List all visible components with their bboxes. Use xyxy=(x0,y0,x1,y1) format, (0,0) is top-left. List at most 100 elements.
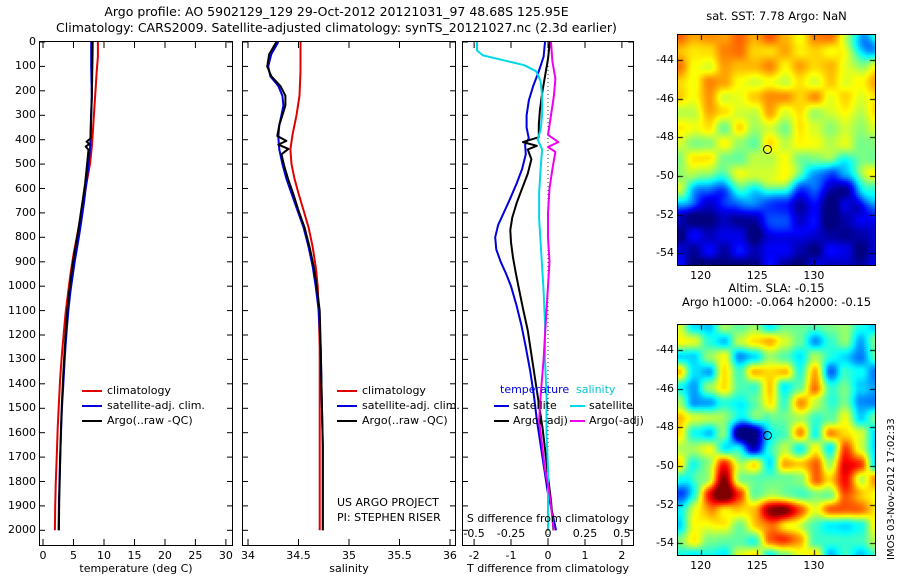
y-tick-label: -50 xyxy=(656,169,674,183)
y-tick-label: -52 xyxy=(656,207,674,221)
x-tick-label: 2 xyxy=(618,549,626,562)
difference-profile-plot xyxy=(462,41,634,546)
legend-item: Argo(-adj) xyxy=(570,413,644,428)
y-tick-label: 1400 xyxy=(8,376,36,390)
y-tick-label: 1700 xyxy=(8,450,36,464)
y-tick-label: -46 xyxy=(656,91,674,105)
x-tick-label: 20 xyxy=(157,549,172,562)
y-tick-label: 1800 xyxy=(8,474,36,488)
temperature-plot-canvas xyxy=(40,42,232,545)
sst-map xyxy=(677,34,876,266)
x-tick-label: 15 xyxy=(127,549,142,562)
y-tick-label: -54 xyxy=(656,246,674,260)
x-tick-label: 0 xyxy=(544,549,552,562)
argo-raw-line-swatch xyxy=(82,419,102,422)
legend-item: climatology xyxy=(337,383,460,398)
x-tick-label: 34 xyxy=(241,549,256,562)
t-satellite-line-swatch xyxy=(494,404,509,407)
salinity-legend: climatology satellite-adj. clim. Argo(..… xyxy=(337,383,460,428)
y-tick-label: -48 xyxy=(656,130,674,144)
x-tick-label: 1 xyxy=(581,549,589,562)
legend-item: satellite xyxy=(494,398,569,413)
legend-item: Argo(-adj) xyxy=(494,413,569,428)
sst-map-title: sat. SST: 7.78 Argo: NaN xyxy=(706,9,847,23)
x-tick-label: 120 xyxy=(690,559,712,572)
sla-map xyxy=(677,324,876,556)
legend-header-salinity: salinity xyxy=(576,383,616,396)
y-tick-label: 1300 xyxy=(8,352,36,366)
y-tick-label: 600 xyxy=(15,181,36,195)
y-tick-label: -52 xyxy=(656,497,674,511)
x-tick-label: 30 xyxy=(218,549,233,562)
y-tick-label: -48 xyxy=(656,420,674,434)
s-satellite-line-swatch xyxy=(570,404,585,407)
y-tick-label: -46 xyxy=(656,381,674,395)
legend-item: climatology xyxy=(82,383,205,398)
legend-item: satellite-adj. clim. xyxy=(82,398,205,413)
y-tick-label: 900 xyxy=(15,254,36,268)
x-tick-label: 125 xyxy=(746,269,768,282)
legend-label: Argo(-adj) xyxy=(513,414,568,427)
s-tick-label: -0.25 xyxy=(496,527,526,540)
x-tick-label: 130 xyxy=(803,269,825,282)
y-tick-label: 700 xyxy=(15,205,36,219)
y-tick-label: -44 xyxy=(656,53,674,67)
satellite-clim-line-swatch xyxy=(82,404,102,407)
climatology-line-swatch xyxy=(82,389,102,392)
legend-label: Argo(-adj) xyxy=(589,414,644,427)
y-tick-label: 1100 xyxy=(8,303,36,317)
argo-position-marker-sst xyxy=(762,144,772,154)
legend-header-temperature: temperature xyxy=(500,383,570,396)
figure-title: Argo profile: AO 5902129_129 29-Oct-2012… xyxy=(104,4,569,19)
legend-label: Argo(..raw -QC) xyxy=(107,414,193,427)
s-tick-label: 0.5 xyxy=(613,527,631,540)
t-difference-axis-label: T difference from climatology xyxy=(467,562,629,575)
x-tick-label: 34.5 xyxy=(286,549,311,562)
difference-plot-canvas xyxy=(463,42,633,545)
sst-heatmap xyxy=(678,35,875,265)
salinity-plot-canvas xyxy=(243,42,455,545)
x-tick-label: 25 xyxy=(188,549,203,562)
y-tick-label: 1600 xyxy=(8,425,36,439)
salinity-axis-label: salinity xyxy=(329,562,369,575)
temperature-profile-plot xyxy=(39,41,233,546)
legend-item: Argo(..raw -QC) xyxy=(82,413,205,428)
argo-raw-line-swatch xyxy=(337,419,357,422)
legend-label: satellite xyxy=(513,399,557,412)
x-tick-label: 36 xyxy=(442,549,457,562)
x-tick-label: 125 xyxy=(746,559,768,572)
sla-map-title: Altim. SLA: -0.15 xyxy=(728,281,825,295)
legend-label: satellite-adj. clim. xyxy=(107,399,205,412)
y-tick-label: 200 xyxy=(15,83,36,97)
t-argo-line-swatch xyxy=(494,419,509,422)
y-tick-label: 500 xyxy=(15,157,36,171)
legend-item: satellite-adj. clim. xyxy=(337,398,460,413)
temperature-legend: climatology satellite-adj. clim. Argo(..… xyxy=(82,383,205,428)
s-argo-line-swatch xyxy=(570,419,585,422)
y-tick-label: 0 xyxy=(29,35,36,48)
y-tick-label: -44 xyxy=(656,343,674,357)
t-difference-legend: temperature satellite Argo(-adj) xyxy=(494,383,569,428)
s-difference-axis-label: S difference from climatology xyxy=(466,512,630,525)
s-difference-legend: salinity satellite Argo(-adj) xyxy=(570,383,644,428)
sla-heatmap xyxy=(678,325,875,555)
x-tick-label: 10 xyxy=(97,549,111,562)
climatology-line-swatch xyxy=(337,389,357,392)
argo-position-marker-sla xyxy=(762,431,772,441)
x-tick-label: 5 xyxy=(70,549,78,562)
satellite-clim-line-swatch xyxy=(337,404,357,407)
x-tick-label: 35 xyxy=(342,549,356,562)
s-tick-label: -0.5 xyxy=(463,527,485,540)
y-tick-label: 1500 xyxy=(8,401,36,415)
legend-item: satellite xyxy=(570,398,644,413)
y-tick-label: 1000 xyxy=(8,279,36,293)
x-tick-label: -2 xyxy=(468,549,480,562)
s-tick-label: 0.25 xyxy=(572,527,598,540)
legend-label: climatology xyxy=(107,384,171,397)
sla-map-subtitle: Argo h1000: -0.064 h2000: -0.15 xyxy=(681,295,872,309)
y-tick-label: 2000 xyxy=(8,523,36,537)
legend-label: satellite xyxy=(589,399,633,412)
legend-item: Argo(..raw -QC) xyxy=(337,413,460,428)
y-tick-label: 800 xyxy=(15,230,36,244)
